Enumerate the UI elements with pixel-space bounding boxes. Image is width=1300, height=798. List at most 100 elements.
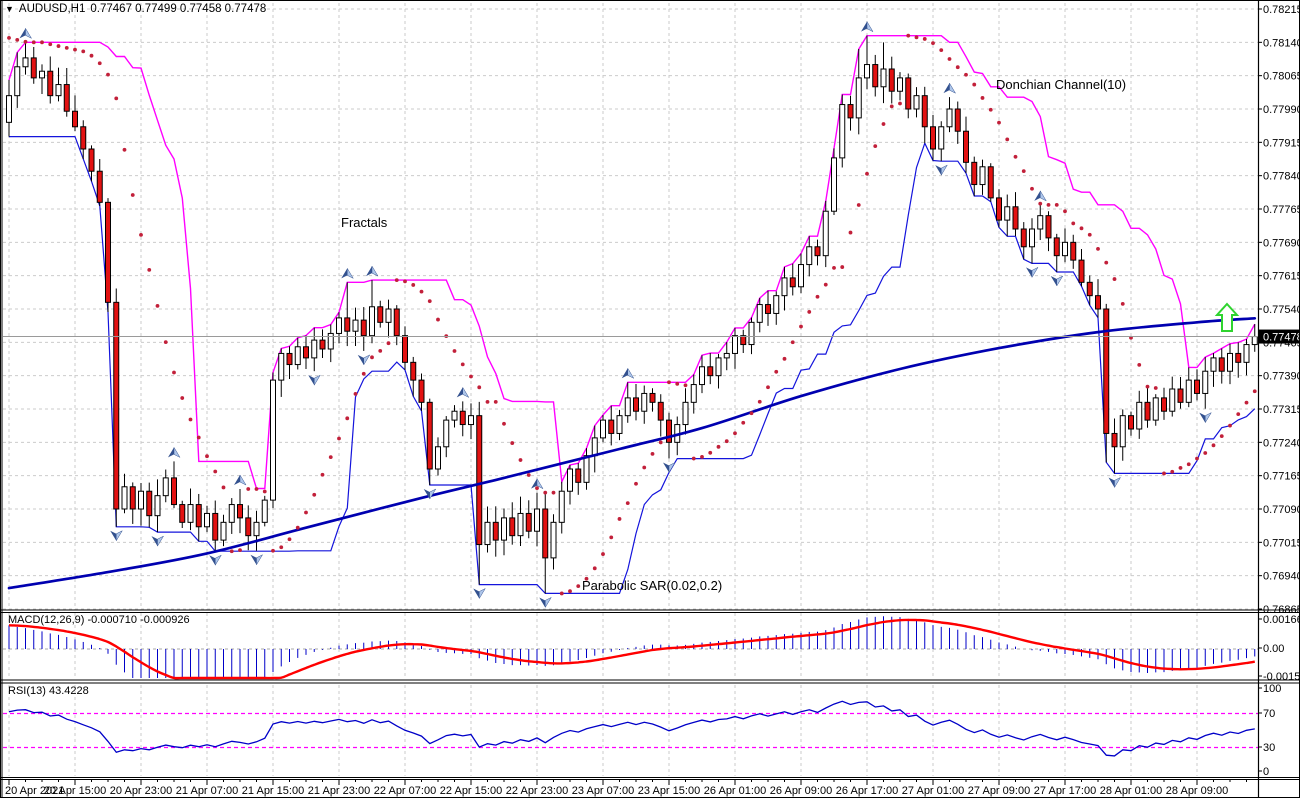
candle-bull	[162, 477, 169, 497]
price-axis-label: 0.77315	[1263, 404, 1300, 416]
fractal-up-icon	[621, 368, 628, 379]
sar-dot	[592, 566, 597, 571]
sar-dot	[320, 472, 325, 477]
sar-dot	[807, 310, 812, 314]
price-axis-label: 0.77765	[1263, 204, 1300, 216]
candle-bull	[39, 70, 45, 79]
sar-dot	[271, 548, 275, 553]
sar-dot	[89, 53, 94, 58]
candle-bull	[468, 415, 474, 426]
sar-dot	[947, 57, 952, 61]
candle-bull	[1185, 379, 1192, 403]
candle-bear	[1144, 401, 1151, 421]
candle-bull	[1169, 388, 1176, 412]
sar-dot	[427, 299, 432, 304]
candle-bear	[1053, 237, 1060, 257]
fractal-up-icon	[861, 21, 867, 32]
candle-bear	[740, 335, 747, 346]
sar-dot	[716, 444, 721, 449]
candle-bear	[1177, 388, 1184, 403]
sar-dot	[386, 341, 391, 346]
fractal-down-icon	[663, 462, 669, 473]
buy-signal-arrow[interactable]	[1214, 302, 1240, 332]
parabolic-sar-dots	[7, 33, 1257, 596]
candle-bull	[798, 264, 804, 288]
candle-bear	[1111, 432, 1118, 448]
price-axis-label: 0.77165	[1263, 471, 1300, 483]
sar-dot	[180, 396, 185, 400]
candle-bear	[105, 201, 111, 303]
candle-bear	[80, 126, 87, 150]
candle-bear	[47, 70, 54, 97]
candle-bull	[979, 166, 986, 186]
sar-dot	[782, 356, 787, 361]
candle-bull	[690, 384, 697, 403]
fractal-down-icon	[363, 354, 371, 366]
candle-bull	[1037, 215, 1044, 230]
sar-dot	[196, 435, 201, 440]
symbol-collapse-triangle-icon[interactable]: ▼	[5, 4, 14, 14]
sar-dot	[1203, 451, 1208, 455]
candle-bull	[839, 104, 846, 159]
candle-bear	[657, 401, 664, 421]
sar-dot	[898, 101, 902, 106]
candle-bear	[789, 277, 796, 288]
sar-dot	[774, 369, 779, 374]
sar-dot	[213, 469, 218, 474]
candle-bear	[393, 308, 400, 337]
price-axis-label: 0.78065	[1263, 71, 1300, 83]
candle-bull	[385, 308, 392, 323]
sar-dot	[436, 317, 440, 322]
price-axis-label: 0.78215	[1263, 4, 1300, 16]
candle-bear	[921, 95, 928, 128]
fractal-down-icon	[479, 587, 486, 600]
sar-dot	[403, 279, 407, 284]
sar-dot	[1063, 209, 1067, 214]
sar-dot	[1236, 412, 1241, 417]
sar-dot	[1054, 202, 1059, 207]
price-axis[interactable]: 0.78215 0.78140 0.78065 0.77990 0.77915 0.778…	[1258, 4, 1300, 616]
sar-dot	[1112, 277, 1117, 281]
sar-dot	[229, 549, 234, 554]
time-axis-label: 28 Apr 01:00	[1100, 785, 1162, 797]
sar-dot	[295, 525, 300, 530]
sar-dot	[328, 455, 333, 459]
candle-bull	[756, 304, 763, 323]
sar-dot	[1096, 246, 1100, 251]
sar-dot	[1087, 232, 1092, 237]
sar-dot	[469, 374, 473, 379]
macd-axis-label: -0.001566	[1263, 671, 1300, 683]
fractal-down-icon	[941, 164, 948, 177]
candle-bull	[327, 332, 334, 350]
sar-dot	[964, 72, 968, 77]
sar-dot	[411, 283, 416, 287]
fractal-down-icon	[157, 535, 165, 548]
candle-bull	[154, 495, 161, 517]
time-axis-label: 20 Apr 23:00	[110, 785, 172, 797]
fractal-up-icon	[627, 367, 635, 379]
fractal-down-icon	[539, 597, 546, 608]
fractal-up-icon	[949, 82, 957, 94]
sar-dot	[1178, 466, 1183, 470]
candle-bull	[1004, 206, 1011, 221]
indicator-axis[interactable]: 0.001669 0.00 -0.001566100 70 30 0	[1258, 614, 1300, 778]
price-axis-label: 0.78140	[1263, 37, 1300, 49]
sar-dot	[1079, 226, 1084, 231]
sar-dot	[1021, 169, 1026, 174]
candle-bull	[723, 352, 730, 359]
candle-bear	[1218, 357, 1225, 372]
sar-dot	[691, 456, 696, 461]
sar-dot	[1162, 471, 1166, 476]
sar-dot	[15, 37, 20, 42]
candle-bear	[426, 401, 433, 470]
current-price-tag	[1259, 329, 1299, 344]
sar-dot	[172, 370, 176, 375]
sar-dot	[584, 576, 589, 581]
fractal-up-icon	[1040, 189, 1047, 202]
sar-dot	[155, 304, 160, 308]
sar-dot	[1071, 221, 1076, 226]
green-up-arrow-icon[interactable]	[1214, 302, 1240, 332]
price-axis-label: 0.77540	[1263, 304, 1300, 316]
